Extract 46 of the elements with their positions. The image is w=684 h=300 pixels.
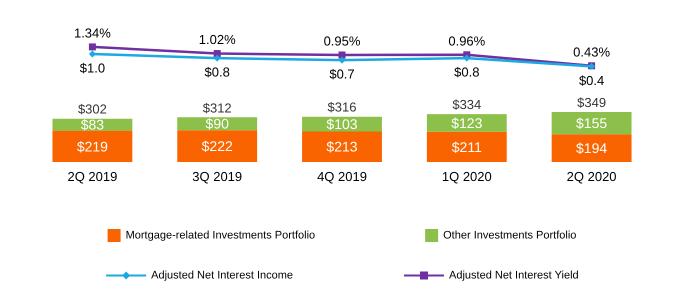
point xyxy=(88,50,96,58)
bar xyxy=(177,130,258,162)
total-label: $302 xyxy=(78,102,107,117)
bar xyxy=(552,112,632,134)
x-tick-label: 1Q 2020 xyxy=(442,169,492,184)
data-label: $213 xyxy=(326,138,358,155)
legend-label: Mortgage-related Investments Portfolio xyxy=(126,230,316,242)
bar xyxy=(302,131,382,162)
bar xyxy=(52,130,132,162)
legend-label: Adjusted Net Interest Income xyxy=(151,270,294,282)
x-tick-label: 2Q 2019 xyxy=(67,169,118,184)
data-label: $222 xyxy=(202,138,233,154)
data-label: 0.95% xyxy=(324,34,361,48)
x-tick-label: 2Q 2020 xyxy=(566,169,617,184)
data-label: $0.4 xyxy=(578,72,604,88)
bar xyxy=(426,132,507,162)
data-label: $211 xyxy=(452,138,482,155)
total-label: $349 xyxy=(577,95,606,110)
legend-label: Adjusted Net Interest Yield xyxy=(449,270,579,282)
data-label: 0.43% xyxy=(573,44,610,60)
bar xyxy=(552,134,632,162)
point xyxy=(338,56,346,64)
data-label: 1.02% xyxy=(198,32,236,48)
total-label: $316 xyxy=(328,100,356,115)
data-label: 0.96% xyxy=(448,33,486,48)
data-label: $103 xyxy=(326,116,358,132)
data-label: 1.34% xyxy=(74,25,112,40)
data-label: $194 xyxy=(576,140,608,156)
data-label: $155 xyxy=(576,115,608,132)
bar xyxy=(426,114,507,132)
total-label: $312 xyxy=(202,100,232,116)
data-label: $219 xyxy=(76,138,108,154)
x-tick-label: 3Q 2019 xyxy=(192,169,242,184)
point xyxy=(338,52,346,58)
total-label: $334 xyxy=(452,97,482,112)
point xyxy=(88,43,96,50)
data-label: $0.8 xyxy=(204,64,230,80)
data-label: $83 xyxy=(80,116,104,133)
data-label: $123 xyxy=(451,114,483,131)
data-label: $0.7 xyxy=(329,66,355,82)
data-label: $1.0 xyxy=(80,60,106,76)
data-label: $90 xyxy=(206,116,230,132)
legend-label: Other Investments Portfolio xyxy=(443,230,576,242)
data-label: $0.8 xyxy=(454,64,480,80)
point xyxy=(214,54,221,62)
x-tick-label: 4Q 2019 xyxy=(317,169,367,184)
